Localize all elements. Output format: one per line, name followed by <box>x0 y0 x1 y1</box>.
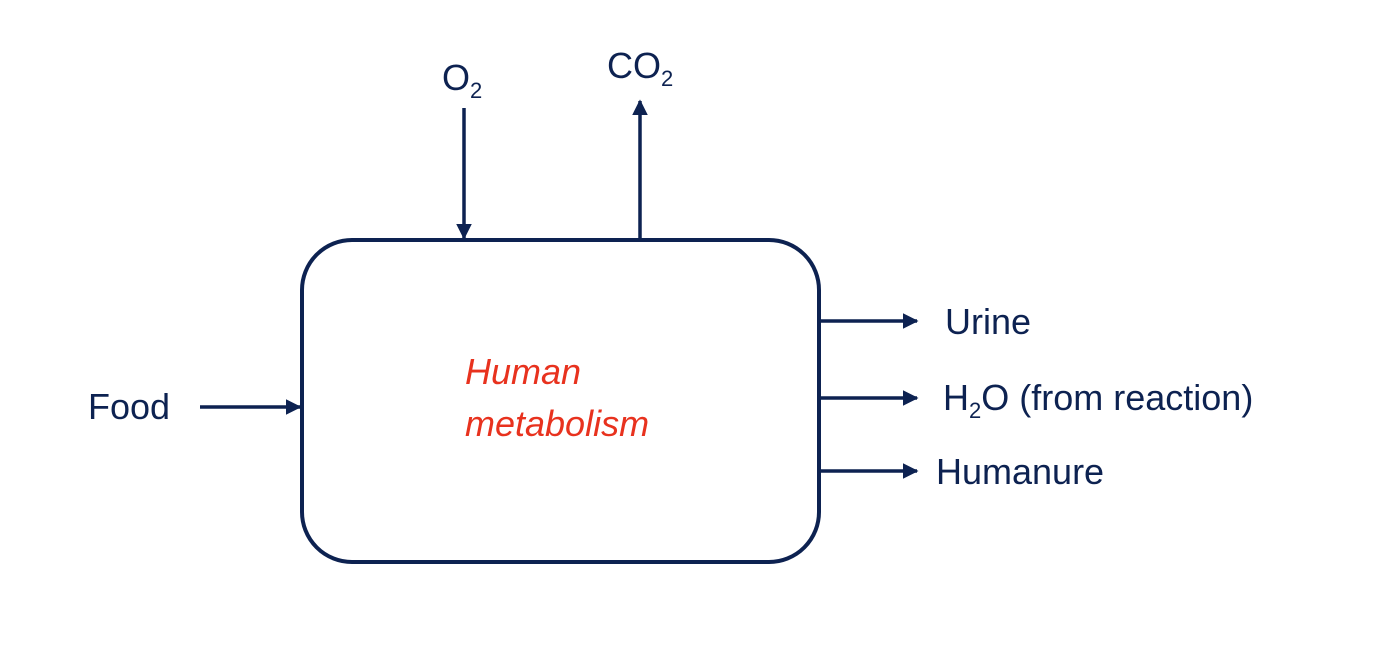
urine-label: Urine <box>945 301 1032 342</box>
water-label-rest: O (from reaction) <box>981 377 1254 418</box>
co2-label-base: CO <box>607 45 661 86</box>
water-label-base: H <box>943 377 969 418</box>
process-label-line2: metabolism <box>465 403 650 444</box>
process-box <box>300 238 821 564</box>
oxygen-label-sub: 2 <box>470 78 483 103</box>
process-label-line1: Human <box>465 351 582 392</box>
oxygen-label-base: O <box>442 57 471 98</box>
process-label: Human metabolism <box>465 346 649 450</box>
co2-label-sub: 2 <box>661 66 674 91</box>
oxygen-label: O2 <box>442 57 482 102</box>
co2-label: CO2 <box>607 45 673 90</box>
water-label: H2O (from reaction) <box>943 377 1254 422</box>
humanure-label: Humanure <box>936 451 1105 492</box>
water-label-sub: 2 <box>969 398 982 423</box>
food-label: Food <box>88 386 171 427</box>
